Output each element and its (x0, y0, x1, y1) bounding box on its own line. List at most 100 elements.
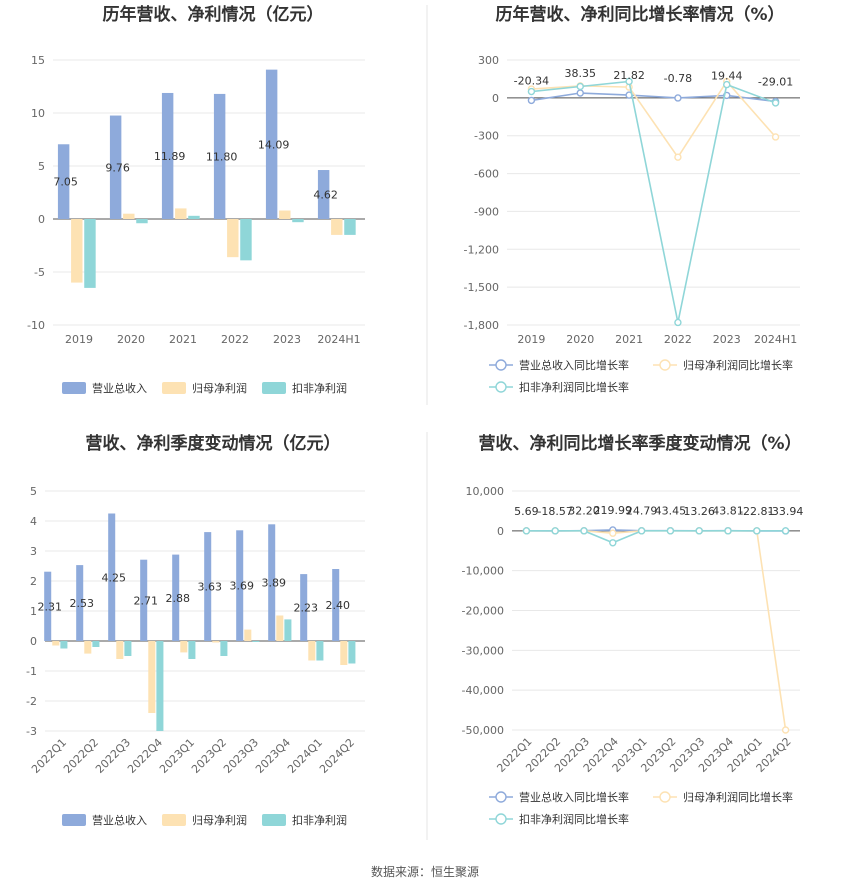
line-series-1 (531, 80, 777, 159)
x-tick-label: 2019 (517, 333, 545, 346)
bar-data-label: 3.89 (261, 577, 286, 590)
line-series-0 (531, 92, 776, 103)
x-tick-label: 2023 (273, 333, 301, 346)
bar-data-label: 2.31 (37, 600, 62, 613)
legend-swatch-marker (495, 791, 507, 803)
legend-label: 扣非净利润 (292, 381, 347, 395)
x-tick-label: 2021 (615, 333, 643, 346)
y-tick-label: -10,000 (462, 565, 504, 578)
bar-series-1 (180, 641, 188, 653)
bar-series-1 (71, 219, 83, 283)
x-tick-label: 2022 (221, 333, 249, 346)
y-tick-label: -50,000 (462, 724, 504, 737)
line-point-series-1 (674, 153, 682, 161)
line-point-series-2 (753, 527, 761, 535)
legend-label: 归母净利润 (192, 813, 247, 827)
line-point-series-0 (576, 89, 584, 97)
y-tick-label: 2 (30, 575, 37, 588)
x-tick-label: 2021 (169, 333, 197, 346)
line-data-label: -18.57 (537, 505, 572, 518)
annual-growth-line-chart: 历年营收、净利同比增长率情况（%） -1,800 -1,500 -1,200 -900 -… (464, 4, 800, 394)
chart-title: 营收、净利季度变动情况（亿元） (86, 433, 341, 454)
bar-data-label: 2.88 (165, 592, 190, 605)
legend-swatch (162, 382, 186, 394)
bar-series-1 (227, 219, 239, 258)
line-point-series-1 (609, 529, 617, 537)
bar-series-0 (76, 565, 84, 641)
bar-series-0 (332, 569, 340, 641)
line-data-label: -33.94 (768, 505, 803, 518)
y-tick-label: -600 (474, 168, 499, 181)
y-tick-label: -300 (474, 130, 499, 143)
legend-label: 营业总收入 (92, 381, 147, 395)
bar-series-2 (60, 641, 68, 649)
chart-title: 历年营收、净利情况（亿元） (103, 4, 324, 25)
bar-series-1 (331, 219, 343, 235)
bar-series-0 (213, 93, 226, 219)
line-point-series-2 (666, 527, 675, 535)
line-point-series-2 (625, 77, 633, 86)
legend-swatch (62, 814, 86, 826)
y-tick-label: 4 (30, 515, 37, 528)
y-tick-label: -40,000 (462, 684, 504, 697)
y-tick-label: -20,000 (462, 605, 504, 618)
bar-series-0 (108, 513, 116, 641)
bar-data-label: 2.23 (293, 602, 318, 615)
annual-bar-chart: 历年营收、净利情况（亿元） -10 -5 0 5 10 15 2019 2020 2021 2022… (27, 4, 365, 395)
line-point-series-1 (781, 726, 790, 734)
chart-title: 营收、净利同比增长率季度变动情况（%） (478, 433, 801, 454)
bar-series-2 (348, 641, 356, 664)
line-series-2 (526, 530, 786, 544)
line-point-series-2 (527, 87, 536, 96)
line-point-series-2 (674, 318, 682, 327)
bar-series-1 (212, 641, 220, 643)
legend-swatch-marker (495, 359, 507, 371)
y-tick-label: 0 (38, 213, 45, 226)
line-series-1 (526, 530, 787, 731)
bar-series-1 (279, 210, 291, 219)
bar-data-label: 3.69 (229, 580, 254, 593)
bar-series-2 (124, 641, 132, 656)
bar-series-1 (116, 641, 124, 659)
line-point-series-0 (674, 94, 682, 102)
legend-label: 营业总收入同比增长率 (519, 358, 629, 372)
line-data-label: 219.99 (594, 504, 633, 517)
bar-series-2 (136, 219, 148, 224)
legend-swatch-marker (659, 359, 671, 371)
y-tick-label: -5 (34, 266, 45, 279)
y-tick-label: 1 (30, 605, 37, 618)
bar-data-label: 4.62 (313, 189, 338, 202)
bar-data-label: 11.89 (154, 150, 186, 163)
bar-series-0 (161, 92, 174, 219)
line-series-2 (531, 80, 776, 323)
line-data-label: 43.81 (712, 505, 744, 518)
bar-data-label: 2.71 (133, 594, 158, 607)
bar-data-label: 14.09 (258, 138, 290, 151)
y-tick-label: -3 (26, 725, 37, 738)
line-data-label: 19.44 (711, 69, 743, 82)
bar-series-0 (140, 559, 148, 641)
line-point-series-1 (771, 133, 780, 141)
bar-series-0 (57, 144, 70, 219)
x-tick-label: 2020 (566, 333, 594, 346)
y-tick-label: -1,200 (464, 243, 499, 256)
y-tick-label: -1 (26, 665, 37, 678)
line-point-series-2 (576, 82, 584, 91)
x-tick-label: 2024Q2 (317, 736, 357, 776)
line-data-label: 43.45 (655, 505, 687, 518)
legend-label: 营业总收入同比增长率 (519, 790, 629, 804)
line-data-label: 21.82 (613, 69, 645, 82)
bar-series-1 (123, 213, 135, 219)
line-point-series-2 (522, 527, 531, 535)
bar-series-2 (284, 619, 292, 641)
bar-series-1 (340, 641, 348, 665)
line-point-series-2 (695, 527, 703, 535)
bar-series-0 (172, 554, 180, 641)
bar-series-0 (204, 532, 212, 641)
y-tick-label: -30,000 (462, 644, 504, 657)
bar-series-2 (252, 641, 260, 642)
line-data-label: 24.79 (626, 505, 658, 518)
line-data-label: -22.81 (739, 505, 774, 518)
bar-series-2 (188, 215, 200, 219)
line-point-series-2 (781, 527, 790, 535)
